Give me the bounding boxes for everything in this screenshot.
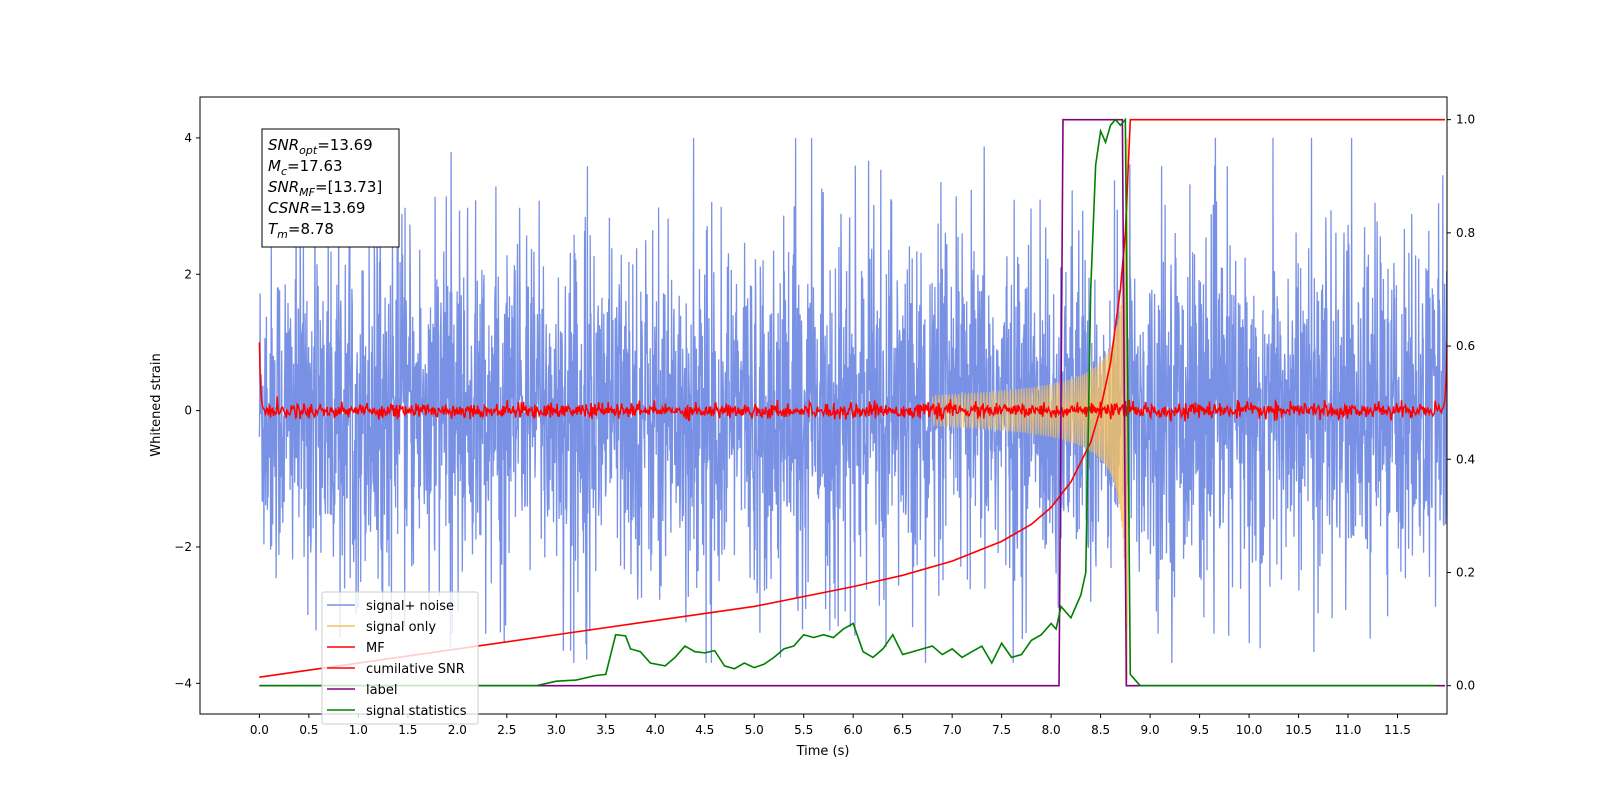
x-tick-label: 4.0: [646, 723, 665, 737]
y-axis-left: 4 2 0 −2 −4: [174, 131, 200, 690]
legend-label: label: [366, 683, 397, 698]
x-tick-label: 5.0: [745, 723, 764, 737]
x-axis: 0.0 0.5 1.0 1.5 2.0 2.5 3.0 3.5 4.0 4.5 5.0 5.5 6.0 6…: [250, 714, 1411, 737]
x-tick-label: 6.0: [844, 723, 863, 737]
info-box: SNRopt=13.69Mc=17.63SNRMF=[13.73]CSNR=13…: [261, 128, 400, 248]
y-tick-label: 2: [184, 267, 192, 281]
x-tick-label: 5.5: [794, 723, 813, 737]
series-layer: [258, 117, 1447, 687]
info-line: Mc=17.63: [268, 157, 343, 178]
x-tick-label: 2.0: [448, 723, 467, 737]
legend-frame: [321, 591, 479, 725]
y-tick-label: 4: [184, 131, 192, 145]
x-tick-label: 6.5: [893, 723, 912, 737]
x-tick-label: 8.0: [1042, 723, 1061, 737]
info-symbol: SNR: [268, 136, 299, 154]
info-symbol: SNR: [268, 178, 299, 196]
info-subscript: m: [277, 228, 288, 241]
y2-tick-label: 1.0: [1456, 113, 1475, 127]
x-tick-label: 1.0: [349, 723, 368, 737]
x-tick-label: 10.5: [1285, 723, 1312, 737]
info-value: =8.78: [288, 220, 334, 238]
legend-label: signal statistics: [366, 704, 467, 719]
y-tick-label: −4: [174, 676, 192, 690]
x-tick-label: 8.5: [1091, 723, 1110, 737]
info-box-frame: [261, 128, 400, 248]
x-tick-label: 7.5: [992, 723, 1011, 737]
y-axis-right: 1.0 0.8 0.6 0.4 0.2 0.0: [1447, 113, 1475, 693]
legend-label: signal only: [366, 620, 436, 635]
info-line: SNRopt=13.69: [268, 136, 373, 157]
x-tick-label: 9.0: [1141, 723, 1160, 737]
y2-tick-label: 0.2: [1456, 565, 1475, 579]
x-tick-label: 7.0: [943, 723, 962, 737]
series-mf: [258, 342, 1447, 422]
x-tick-label: 11.0: [1335, 723, 1362, 737]
x-tick-label: 9.5: [1190, 723, 1209, 737]
x-axis-label: Time (s): [796, 744, 850, 759]
info-value: =[13.73]: [315, 178, 382, 196]
legend: signal+ noise signal only MF cumilative SNR…: [321, 591, 479, 725]
x-tick-label: 1.5: [398, 723, 417, 737]
y-axis-label: Whitened strain: [149, 353, 164, 456]
x-tick-label: 3.5: [596, 723, 615, 737]
legend-label: cumilative SNR: [366, 662, 465, 677]
legend-label: signal+ noise: [366, 599, 454, 614]
x-tick-label: 4.5: [695, 723, 714, 737]
info-subscript: c: [281, 165, 287, 178]
x-tick-label: 3.0: [547, 723, 566, 737]
legend-label: MF: [366, 641, 385, 656]
series-signal-only: [931, 138, 1129, 680]
x-tick-label: 0.0: [250, 723, 269, 737]
x-tick-label: 2.5: [497, 723, 516, 737]
x-tick-label: 10.0: [1236, 723, 1263, 737]
info-subscript: opt: [299, 144, 318, 157]
y2-tick-label: 0.8: [1456, 226, 1475, 240]
y2-tick-label: 0.6: [1456, 339, 1475, 353]
info-symbol: CSNR: [268, 199, 310, 217]
info-value: =13.69: [317, 136, 373, 154]
y-tick-label: −2: [174, 540, 192, 554]
y2-tick-label: 0.0: [1456, 679, 1475, 693]
info-symbol: M: [268, 157, 281, 175]
info-subscript: MF: [299, 186, 315, 199]
info-value: =13.69: [310, 199, 366, 217]
y-tick-label: 0: [184, 404, 192, 418]
info-symbol: T: [268, 220, 279, 238]
series-signal-noise: [258, 137, 1447, 663]
info-line: Tm=8.78: [268, 220, 334, 241]
series-signal-statistics: [259, 117, 1438, 687]
info-line: SNRMF=[13.73]: [268, 178, 382, 199]
info-value: =17.63: [287, 157, 343, 175]
info-line: CSNR=13.69: [268, 199, 365, 217]
x-tick-label: 11.5: [1384, 723, 1411, 737]
x-tick-label: 0.5: [299, 723, 318, 737]
plot-frame: [199, 96, 1448, 715]
y2-tick-label: 0.4: [1456, 452, 1475, 466]
